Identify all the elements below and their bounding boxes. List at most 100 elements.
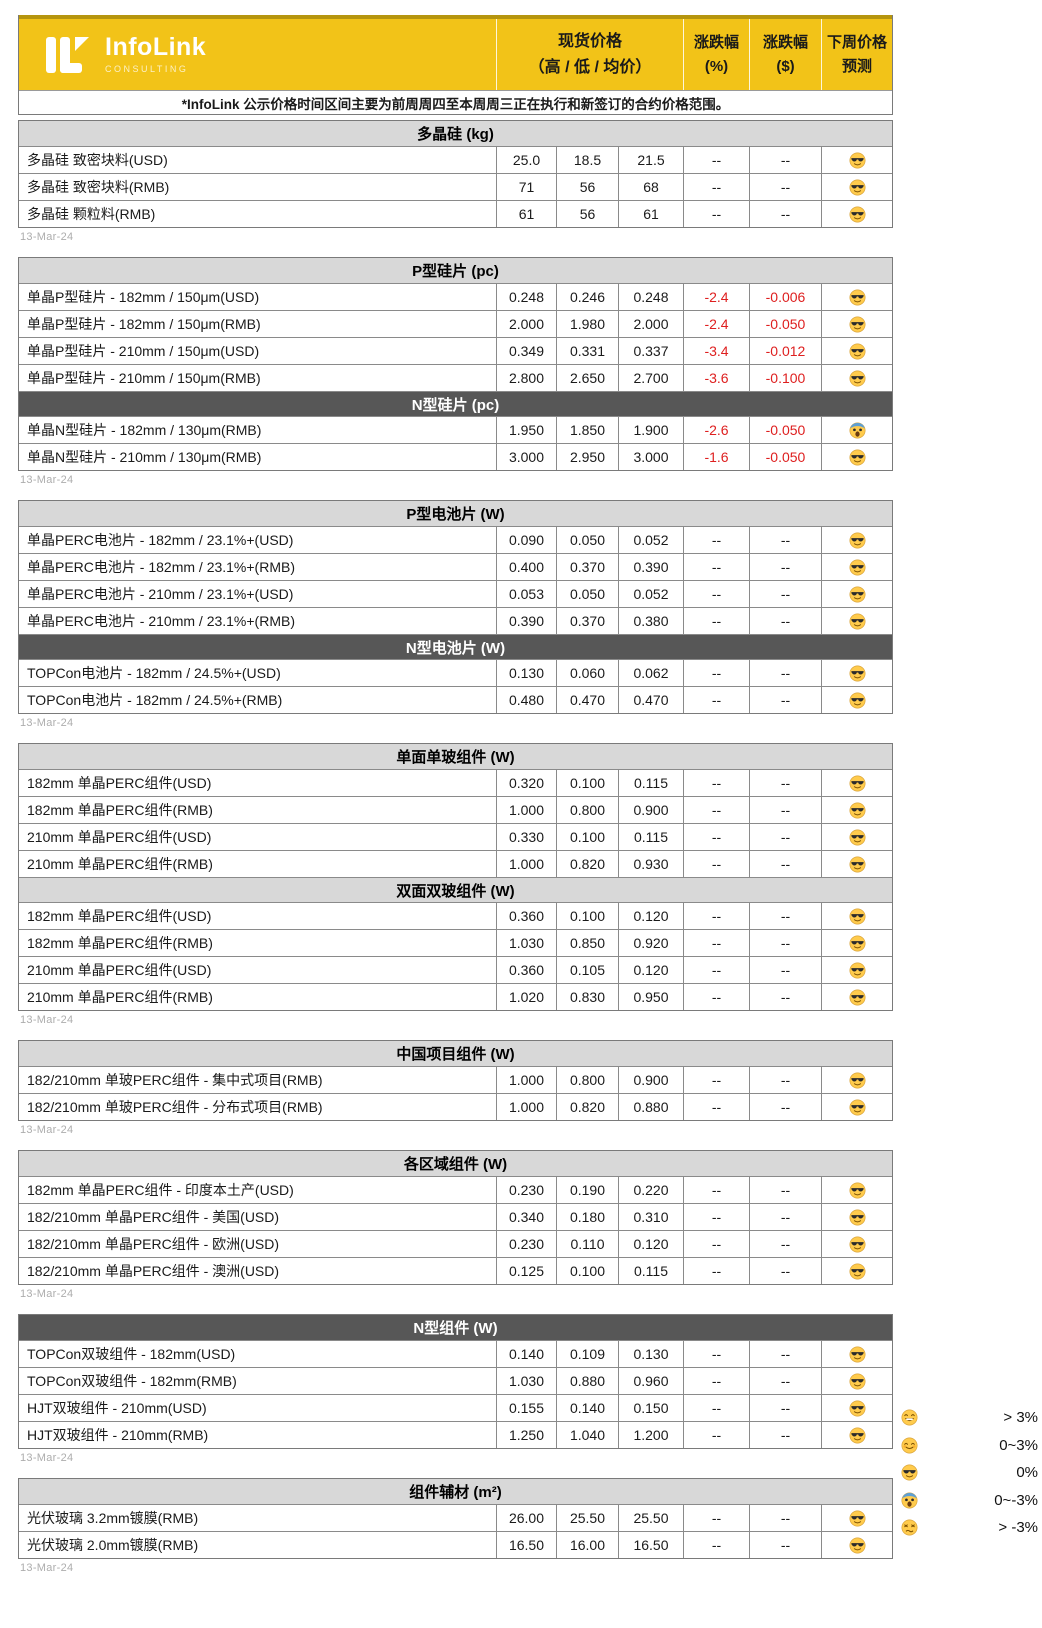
change-pct-cell: -- — [683, 930, 749, 956]
sunglasses-emoji-icon — [849, 1346, 866, 1363]
table-row: HJT双玻组件 - 210mm(RMB) 1.250 1.040 1.200 -- -- — [19, 1421, 892, 1448]
change-usd-cell: -- — [749, 1422, 821, 1448]
smile-emoji-icon — [901, 1437, 923, 1454]
forecast-cell — [821, 444, 892, 470]
price-high-cell: 0.130 — [496, 660, 556, 686]
section-header: 多晶硅 (kg) — [19, 121, 892, 146]
price-low-cell: 0.100 — [556, 1258, 618, 1284]
confounded-emoji-icon — [901, 1519, 923, 1536]
forecast-cell — [821, 1395, 892, 1421]
price-avg-cell: 25.50 — [618, 1505, 683, 1531]
price-high-cell: 0.155 — [496, 1395, 556, 1421]
price-avg-cell: 21.5 — [618, 147, 683, 173]
product-label: 单晶PERC电池片 - 182mm / 23.1%+(USD) — [27, 532, 294, 548]
section-header: 双面双玻组件 (W) — [19, 877, 892, 902]
table-row: 182mm 单晶PERC组件(USD) 0.320 0.100 0.115 -- -- — [19, 769, 892, 796]
table-row: 182/210mm 单晶PERC组件 - 澳洲(USD) 0.125 0.100 0.… — [19, 1257, 892, 1284]
table-row: 单晶PERC电池片 - 210mm / 23.1%+(USD) 0.053 0.05… — [19, 580, 892, 607]
price-avg-cell: 0.052 — [618, 527, 683, 553]
product-label: 单晶PERC电池片 - 210mm / 23.1%+(RMB) — [27, 613, 295, 629]
price-avg-cell: 0.880 — [618, 1094, 683, 1120]
forecast-cell — [821, 797, 892, 823]
price-avg-cell: 0.470 — [618, 687, 683, 713]
brand-subtitle: CONSULTING — [105, 64, 189, 74]
date-stamp: 13-Mar-24 — [20, 1124, 74, 1136]
price-avg-cell: 0.150 — [618, 1395, 683, 1421]
section-header: P型电池片 (W) — [19, 501, 892, 526]
table-row: 单晶PERC电池片 - 182mm / 23.1%+(USD) 0.090 0.05… — [19, 526, 892, 553]
price-low-cell: 2.950 — [556, 444, 618, 470]
legend-label: 0% — [1016, 1464, 1038, 1482]
section-header: 各区域组件 (W) — [19, 1151, 892, 1176]
change-usd-cell: -- — [749, 984, 821, 1010]
section-block: P型硅片 (pc) 单晶P型硅片 - 182mm / 150μm(USD) 0.24… — [18, 257, 893, 471]
product-label: 单晶P型硅片 - 182mm / 150μm(RMB) — [27, 316, 261, 332]
forecast-cell — [821, 824, 892, 850]
sunglasses-emoji-icon — [849, 370, 866, 387]
price-low-cell: 0.050 — [556, 581, 618, 607]
product-label: TOPCon电池片 - 182mm / 24.5%+(RMB) — [27, 692, 283, 708]
product-label: 182/210mm 单玻PERC组件 - 分布式项目(RMB) — [27, 1099, 323, 1115]
product-label: 单晶N型硅片 - 182mm / 130μm(RMB) — [27, 422, 262, 438]
price-sheet: InfoLink CONSULTING 现货价格 （高 / 低 / 均价） 涨跌… — [18, 15, 893, 1576]
forecast-title-line1: 下周价格 — [826, 33, 887, 51]
table-row: 182mm 单晶PERC组件 - 印度本土产(USD) 0.230 0.190 0.2… — [19, 1176, 892, 1203]
price-avg-cell: 2.000 — [618, 311, 683, 337]
table-row: TOPCon双玻组件 - 182mm(USD) 0.140 0.109 0.130 --… — [19, 1340, 892, 1367]
section-header: N型电池片 (W) — [19, 634, 892, 659]
table-row: 182mm 单晶PERC组件(USD) 0.360 0.100 0.120 -- -- — [19, 902, 892, 929]
sunglasses-emoji-icon — [849, 1510, 866, 1527]
price-low-cell: 0.246 — [556, 284, 618, 310]
price-low-cell: 56 — [556, 201, 618, 227]
change-pct-cell: -1.6 — [683, 444, 749, 470]
forecast-cell — [821, 1505, 892, 1531]
price-low-cell: 0.109 — [556, 1341, 618, 1367]
sunglasses-emoji-icon — [849, 1263, 866, 1280]
product-label: 单晶P型硅片 - 210mm / 150μm(USD) — [27, 343, 260, 359]
price-low-cell: 25.50 — [556, 1505, 618, 1531]
change-usd-cell: -- — [749, 608, 821, 634]
change-usd-cell: -0.050 — [749, 444, 821, 470]
price-low-cell: 0.100 — [556, 770, 618, 796]
product-label: HJT双玻组件 - 210mm(USD) — [27, 1400, 207, 1416]
forecast-cell — [821, 1204, 892, 1230]
product-label: 210mm 单晶PERC组件(RMB) — [27, 856, 213, 872]
forecast-cell — [821, 174, 892, 200]
product-label: TOPCon电池片 - 182mm / 24.5%+(USD) — [27, 665, 281, 681]
price-avg-cell: 0.115 — [618, 1258, 683, 1284]
sunglasses-emoji-icon — [849, 935, 866, 952]
sunglasses-emoji-icon — [849, 989, 866, 1006]
price-high-cell: 1.950 — [496, 417, 556, 443]
forecast-cell — [821, 1231, 892, 1257]
change-usd-title: 涨跌幅 — [762, 33, 808, 51]
price-low-cell: 1.040 — [556, 1422, 618, 1448]
date-stamp: 13-Mar-24 — [20, 717, 74, 729]
date-stamp: 13-Mar-24 — [20, 1452, 74, 1464]
table-row: 多晶硅 致密块料(USD) 25.0 18.5 21.5 -- -- — [19, 146, 892, 173]
price-table-blocks: 多晶硅 (kg) 多晶硅 致密块料(USD) 25.0 18.5 21.5 -- -- 多晶硅… — [18, 120, 893, 1576]
sunglasses-emoji-icon — [849, 289, 866, 306]
change-pct-cell: -- — [683, 201, 749, 227]
product-label: 182mm 单晶PERC组件(RMB) — [27, 935, 213, 951]
product-label: TOPCon双玻组件 - 182mm(USD) — [27, 1346, 236, 1362]
section-block: 中国项目组件 (W) 182/210mm 单玻PERC组件 - 集中式项目(RMB… — [18, 1040, 893, 1121]
table-row: 光伏玻璃 3.2mm镀膜(RMB) 26.00 25.50 25.50 -- -- — [19, 1504, 892, 1531]
change-pct-cell: -2.4 — [683, 284, 749, 310]
price-avg-cell: 0.115 — [618, 770, 683, 796]
change-pct-cell: -- — [683, 851, 749, 877]
price-low-cell: 0.190 — [556, 1177, 618, 1203]
table-row: TOPCon双玻组件 - 182mm(RMB) 1.030 0.880 0.960 --… — [19, 1367, 892, 1394]
table-row: 182/210mm 单玻PERC组件 - 集中式项目(RMB) 1.000 0.80… — [19, 1066, 892, 1093]
product-label: 单晶P型硅片 - 210mm / 150μm(RMB) — [27, 370, 261, 386]
price-high-cell: 1.250 — [496, 1422, 556, 1448]
price-high-cell: 0.248 — [496, 284, 556, 310]
forecast-cell — [821, 581, 892, 607]
price-avg-cell: 0.380 — [618, 608, 683, 634]
table-row: 182/210mm 单玻PERC组件 - 分布式项目(RMB) 1.000 0.82… — [19, 1093, 892, 1120]
change-usd-cell: -0.050 — [749, 311, 821, 337]
price-high-cell: 0.360 — [496, 957, 556, 983]
price-high-cell: 2.000 — [496, 311, 556, 337]
grin-emoji-icon — [901, 1409, 923, 1426]
forecast-cell — [821, 687, 892, 713]
column-header-spot-price: 现货价格 （高 / 低 / 均价） — [496, 19, 683, 90]
